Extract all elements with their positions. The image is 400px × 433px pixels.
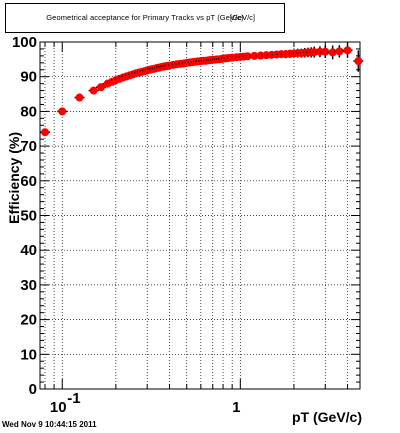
y-tick-label: 70 xyxy=(20,138,37,155)
y-tick-label: 20 xyxy=(20,312,37,329)
data-point xyxy=(310,48,319,57)
data-layer xyxy=(39,43,364,137)
data-point xyxy=(328,48,337,57)
data-point xyxy=(89,86,98,95)
date-stamp: Wed Nov 9 10:44:15 2011 xyxy=(2,420,97,429)
tick-layer xyxy=(40,41,360,390)
data-point xyxy=(250,51,259,60)
y-tick-label: 40 xyxy=(20,242,37,259)
data-point xyxy=(58,107,67,116)
chart-title: Geometrical acceptance for Primary Track… xyxy=(46,13,244,22)
x-axis-title: pT (GeV/c) xyxy=(292,409,362,425)
x-tick-label: 1 xyxy=(232,399,240,416)
chart-title-overlap: [GeV/c] xyxy=(230,13,256,22)
data-point xyxy=(354,57,363,66)
y-tick-label: 60 xyxy=(20,173,37,190)
y-tick-label: 80 xyxy=(20,103,37,120)
data-point xyxy=(343,46,352,55)
data-point xyxy=(335,47,344,56)
x-tick-label: 10 xyxy=(50,399,67,416)
y-tick-label: 50 xyxy=(20,208,37,225)
y-tick-label: 30 xyxy=(20,277,37,294)
x-tick-label-exponent: -1 xyxy=(67,390,80,407)
data-point xyxy=(75,93,84,102)
y-tick-label: 0 xyxy=(29,381,37,398)
y-tick-label: 10 xyxy=(20,346,37,363)
grid-layer xyxy=(40,41,360,390)
y-axis-title: Efficiency (%) xyxy=(6,132,22,224)
data-point xyxy=(40,128,49,137)
data-point xyxy=(243,52,252,61)
data-point xyxy=(256,51,265,60)
data-point xyxy=(321,47,330,56)
chart-title-box: Geometrical acceptance for Primary Track… xyxy=(5,3,285,33)
y-tick-label: 90 xyxy=(20,69,37,86)
data-point xyxy=(96,83,105,92)
y-tick-label: 100 xyxy=(12,34,37,51)
